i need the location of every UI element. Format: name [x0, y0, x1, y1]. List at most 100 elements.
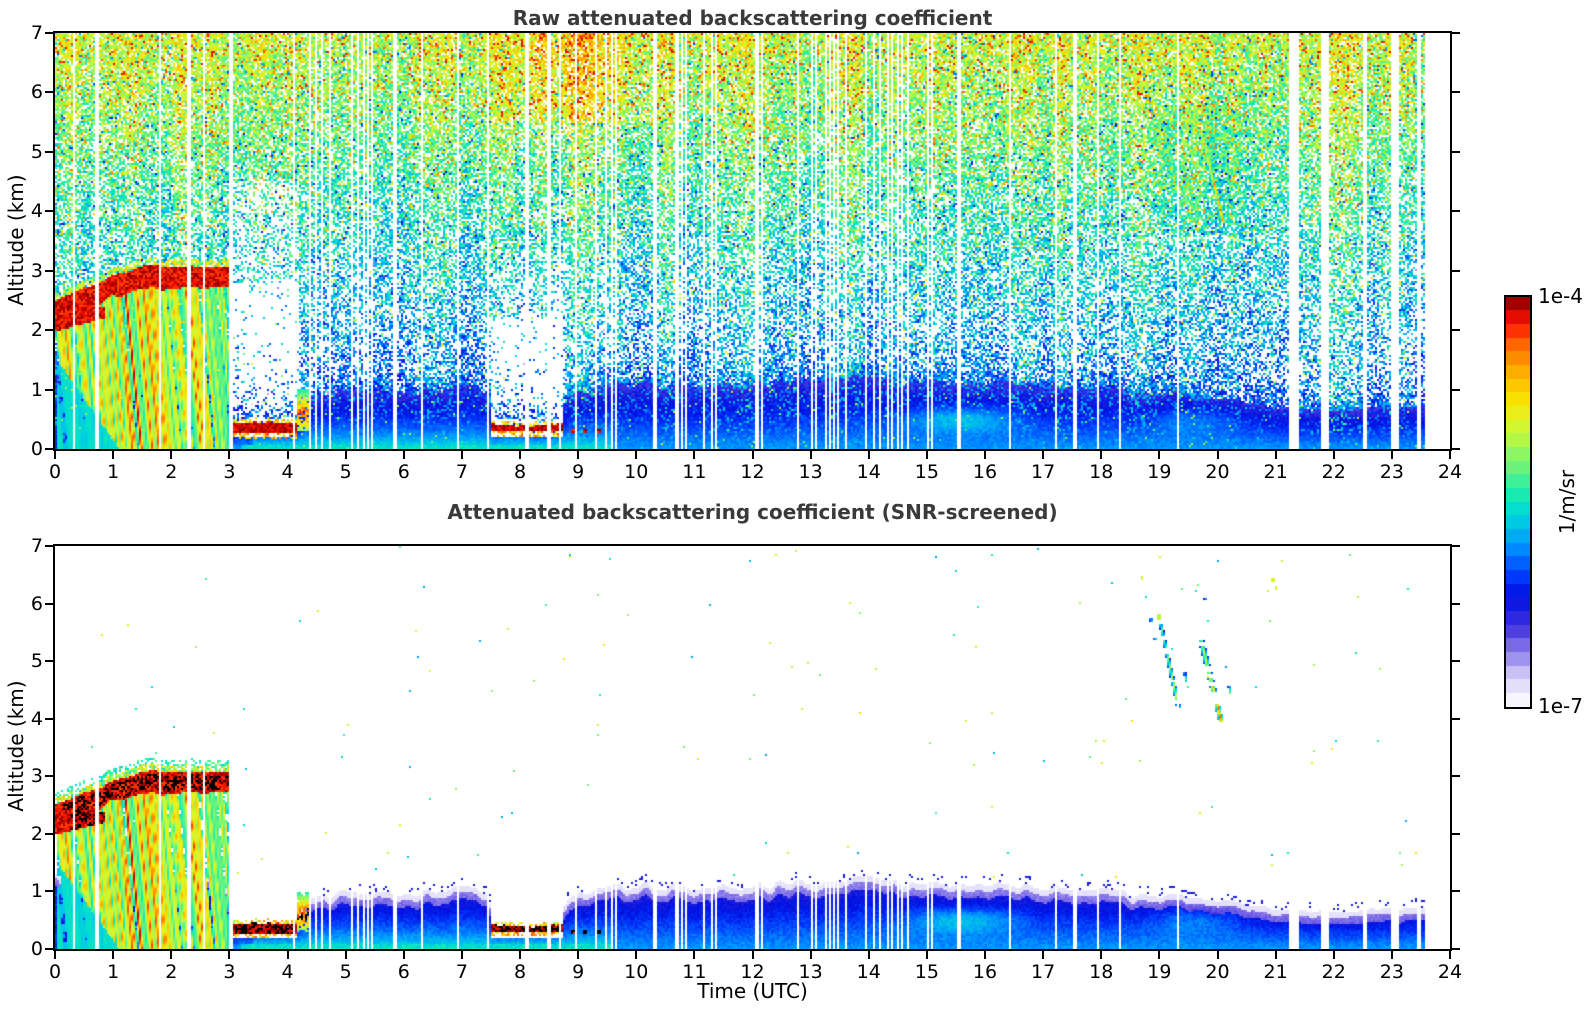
x-tick-label: 23	[1379, 961, 1404, 983]
y-tick	[45, 602, 53, 605]
y-tick	[45, 91, 53, 94]
y-tick-label: 7	[30, 22, 43, 44]
x-tick	[1100, 451, 1103, 459]
x-tick	[460, 451, 463, 459]
x-tick	[984, 451, 986, 459]
y-tick	[45, 660, 53, 663]
x-tick	[1332, 451, 1335, 459]
x-tick	[1158, 951, 1161, 959]
x-tick	[693, 451, 696, 459]
x-tick-label: 14	[856, 461, 881, 483]
x-tick	[635, 451, 638, 459]
y-tick-label: 7	[30, 535, 43, 557]
y-tick-label: 0	[30, 938, 43, 960]
y-tick-right	[1452, 545, 1460, 547]
x-tick	[228, 451, 231, 459]
bottom-y-axis-label: Altitude (km)	[4, 680, 28, 812]
x-tick-label: 0	[48, 461, 62, 483]
x-tick	[1216, 951, 1219, 959]
y-tick	[45, 32, 53, 34]
x-tick-label: 6	[397, 461, 410, 483]
colorbar-min-label: 1e-7	[1538, 694, 1583, 718]
x-tick-label: 20	[1205, 461, 1230, 483]
x-tick	[1274, 451, 1277, 459]
x-tick-label: 0	[48, 961, 62, 983]
x-tick-label: 8	[513, 461, 527, 483]
x-tick	[1332, 951, 1335, 959]
y-tick-right	[1452, 388, 1460, 391]
x-tick-label: 1	[107, 961, 120, 983]
x-tick	[809, 451, 812, 459]
y-tick-label: 2	[30, 319, 43, 342]
x-tick	[112, 451, 115, 459]
y-tick-label: 1	[30, 880, 43, 903]
y-tick-right	[1452, 269, 1460, 272]
x-tick	[344, 951, 347, 959]
x-tick-label: 21	[1263, 461, 1288, 483]
y-tick	[45, 717, 53, 720]
x-tick-label: 24	[1437, 461, 1463, 483]
x-tick	[1158, 451, 1161, 459]
x-tick-label: 14	[856, 961, 881, 983]
x-tick	[286, 951, 289, 959]
x-tick	[867, 451, 870, 459]
y-tick	[45, 545, 53, 547]
screened-backscatter-heatmap	[55, 546, 1450, 949]
x-tick-label: 16	[972, 961, 998, 983]
x-tick	[1216, 451, 1219, 459]
x-tick-label: 17	[1031, 461, 1056, 483]
y-tick-label: 0	[30, 438, 43, 460]
y-tick-right	[1452, 91, 1460, 94]
x-tick	[751, 951, 754, 959]
raw-backscatter-panel	[53, 31, 1452, 451]
y-tick	[45, 150, 53, 153]
y-tick-label: 3	[30, 259, 43, 282]
y-tick	[45, 832, 53, 835]
y-tick-label: 4	[30, 707, 43, 730]
x-tick-label: 15	[914, 461, 939, 483]
x-tick-label: 24	[1437, 961, 1463, 983]
colorbar-max-label: 1e-4	[1538, 284, 1583, 308]
y-tick-label: 6	[30, 592, 43, 615]
x-tick-label: 2	[165, 961, 178, 983]
y-tick-right	[1452, 890, 1460, 893]
x-tick-label: 4	[281, 961, 294, 983]
y-tick	[45, 388, 53, 391]
x-tick-label: 3	[223, 461, 236, 483]
x-tick-label: 13	[798, 961, 823, 983]
x-tick	[402, 451, 405, 459]
y-tick-right	[1452, 602, 1460, 605]
x-tick-label: 7	[455, 461, 468, 483]
x-tick	[460, 951, 463, 959]
x-tick	[170, 451, 173, 459]
x-tick-label: 11	[682, 461, 707, 483]
x-tick	[1390, 451, 1393, 459]
y-tick-label: 6	[30, 81, 43, 104]
x-tick-label: 10	[624, 461, 649, 483]
x-tick	[112, 951, 115, 959]
y-tick	[45, 210, 53, 213]
y-tick-label: 1	[30, 378, 43, 401]
bottom-panel-title: Attenuated backscattering coefficient (S…	[447, 500, 1058, 524]
x-tick	[1390, 951, 1393, 959]
x-tick	[402, 951, 405, 959]
x-tick-label: 7	[455, 961, 468, 983]
y-tick-right	[1452, 948, 1460, 950]
x-tick-label: 15	[914, 961, 939, 983]
y-tick-label: 5	[30, 650, 43, 673]
x-tick	[170, 951, 173, 959]
x-tick	[693, 951, 696, 959]
x-tick-label: 9	[572, 461, 585, 483]
x-tick-label: 18	[1089, 961, 1114, 983]
x-tick	[1449, 451, 1451, 459]
x-tick-label: 5	[339, 461, 352, 483]
x-tick-label: 20	[1205, 961, 1230, 983]
x-axis-label: Time (UTC)	[697, 979, 808, 1003]
x-tick-label: 23	[1379, 461, 1404, 483]
y-tick	[45, 448, 53, 450]
y-tick	[45, 948, 53, 950]
y-tick-right	[1452, 210, 1460, 213]
y-tick-label: 5	[30, 140, 43, 163]
y-tick-right	[1452, 832, 1460, 835]
